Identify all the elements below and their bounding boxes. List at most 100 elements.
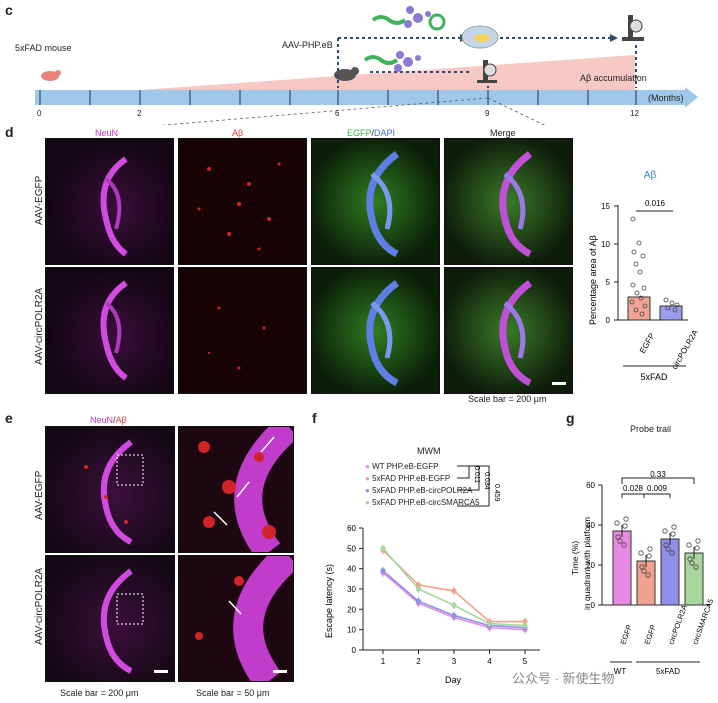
xtick-egfp: EGFP: [638, 332, 657, 355]
micrograph-e-overview-circ: [45, 555, 175, 682]
pvalue-f-2: 0.034: [483, 472, 490, 490]
legend-item-wt: ● WT PHP.eB-EGFP: [365, 462, 439, 471]
scale-bar-label-e-right: Scale bar = 50 μm: [196, 688, 270, 698]
mouse-label: 5xFAD mouse: [15, 43, 72, 53]
accumulation-label: Aβ accumulation: [580, 73, 647, 83]
legend-item-circpolr2a: ● 5xFAD PHP.eB-circPOLR2A: [365, 486, 473, 495]
probe-dot: [663, 542, 669, 548]
mwm-y-axis-label: Escape latency (s): [324, 564, 334, 638]
probe-dot: [693, 564, 699, 570]
molecule-icon-bottom: [394, 51, 421, 72]
mwm-ytick-label: 0: [352, 646, 357, 655]
probe-xtick-label: EGFP: [618, 623, 633, 645]
panel-e-title: NeuN/Aβ: [90, 415, 127, 425]
probe-dot: [694, 545, 700, 551]
probe-dot: [647, 546, 653, 552]
probe-bar-chart: Time (%) in quadrant with platform 0.33 …: [570, 470, 715, 676]
scale-bar-d: [552, 382, 566, 385]
probe-dot: [615, 534, 621, 540]
accumulation-wedge: [140, 55, 635, 90]
panel-label-e: e: [5, 410, 13, 426]
timeline-arrow: [685, 87, 698, 108]
dots-circpolr2a: [663, 297, 680, 313]
timeline-tick-9: 9: [485, 109, 490, 118]
micrograph-egfp-dapi-circ: [311, 267, 440, 394]
micrograph-e-zoom-circ: [178, 555, 294, 682]
probe-dot: [622, 523, 628, 529]
scale-bar-label-e-left: Scale bar = 200 μm: [60, 688, 139, 698]
timeline-tick-0: 0: [37, 109, 42, 118]
mwm-point: [451, 612, 457, 619]
probe-y-label-1: Time (%): [570, 541, 580, 575]
probe-dot: [638, 550, 644, 556]
timeline-tick-6: 6: [335, 109, 340, 118]
legend-item-egfp: ● 5xFAD PHP.eB-EGFP: [365, 474, 451, 483]
micrograph-e-zoom-egfp: [178, 426, 294, 553]
probe-y-label-2: in quadrant with platform: [582, 517, 592, 610]
scale-bar-e-right: [273, 670, 287, 673]
row-label-e-egfp: AAV-EGFP: [34, 470, 45, 520]
mwm-title: MWM: [417, 446, 441, 456]
pvalue-g-1: 0.33: [650, 470, 666, 479]
mwm-xtick-label: 5: [523, 657, 528, 666]
mwm-ytick-label: 20: [347, 605, 356, 614]
timeline-tick-2: 2: [137, 109, 142, 118]
mwm-ytick-label: 10: [347, 626, 356, 635]
group-label-5xfad: 5xFAD: [640, 372, 668, 382]
panel-label-d: d: [5, 124, 14, 140]
mwm-point: [415, 586, 422, 592]
mouse-icon-left: [41, 70, 61, 81]
col-header-abeta: Aβ: [232, 128, 244, 138]
rna-icon-top: [371, 15, 407, 25]
panel-label-c: c: [5, 2, 13, 18]
probe-dot: [689, 560, 695, 566]
micrograph-e-overview-egfp: [45, 426, 175, 553]
micrograph-neun-egfp: [45, 138, 174, 265]
mwm-point: [451, 602, 457, 608]
probe-ytick-label: 20: [586, 561, 595, 570]
mwm-pvalue-brackets: 0.011 0.034 0.459: [457, 465, 500, 507]
probe-dot: [662, 528, 668, 534]
mwm-point: [451, 588, 457, 594]
pvalue-f-1: 0.011: [473, 466, 480, 483]
mwm-point: [380, 545, 386, 551]
probe-dot: [671, 524, 677, 530]
pvalue-g-2: 0.028: [623, 484, 644, 493]
panel-label-g: g: [566, 410, 575, 426]
ytick-0: 0: [606, 316, 611, 325]
micrograph-neun-circ: [45, 267, 174, 394]
probe-dot: [645, 572, 651, 578]
mwm-series-line-1: [382, 549, 525, 623]
mwm-ytick-label: 50: [347, 544, 356, 553]
mwm-ytick-label: 40: [347, 565, 356, 574]
col-header-merge: Merge: [490, 128, 516, 138]
scale-bar-label-d: Scale bar = 200 μm: [468, 394, 547, 404]
mwm-point: [415, 598, 422, 604]
mwm-point: [522, 623, 528, 629]
probe-dot: [646, 553, 652, 559]
chart-title-abeta: Aβ: [644, 170, 657, 181]
timeline-bar: [35, 90, 685, 105]
micrograph-merge-egfp: [444, 138, 573, 265]
mwm-xtick-label: 1: [381, 657, 386, 666]
panel-label-f: f: [312, 410, 317, 426]
probe-dot: [687, 556, 693, 562]
ytick-10: 10: [601, 240, 610, 249]
mouse-icon-center: [334, 67, 359, 81]
probe-dot: [641, 568, 647, 574]
mwm-line-chart: Escape latency (s) Day 0 10 20 30 40 50 60 1 2 3…: [324, 524, 540, 685]
probe-dot: [665, 546, 671, 552]
months-label: (Months): [648, 93, 684, 103]
pvalue-g-3: 0.009: [647, 484, 668, 493]
probe-dot: [670, 531, 676, 537]
microscope-icon-top: [622, 15, 644, 41]
probe-dot: [686, 542, 692, 548]
col-header-egfp-dapi: EGFP/DAPI: [347, 128, 396, 138]
dots-egfp: [629, 216, 648, 317]
mwm-ytick-label: 60: [347, 524, 356, 533]
xtick-circpolr2a: circPOLR2A: [670, 328, 700, 371]
timeline-tick-12: 12: [630, 109, 639, 118]
scale-bar-e-left: [154, 670, 168, 673]
probe-ytick-label: 0: [591, 601, 596, 610]
probe-xtick-label: EGFP: [642, 623, 657, 645]
